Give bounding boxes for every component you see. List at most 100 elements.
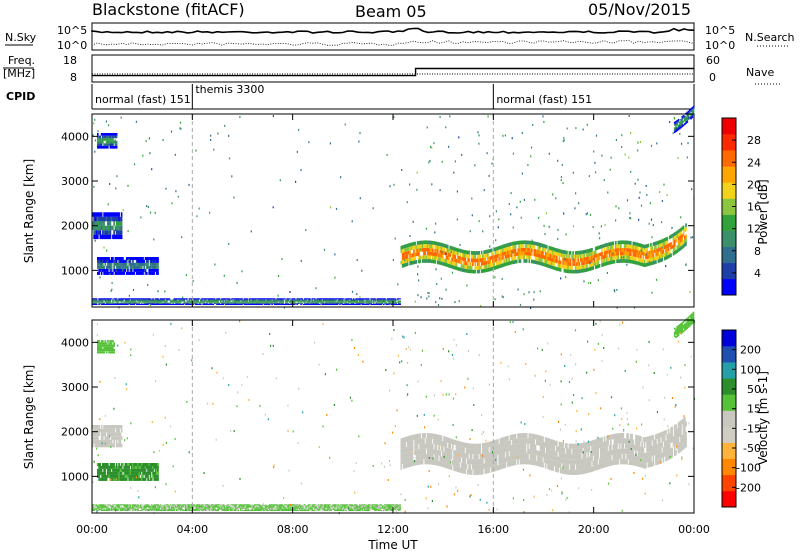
data-cell <box>330 303 332 305</box>
data-cell <box>281 301 284 303</box>
data-cell <box>251 299 253 301</box>
data-cell <box>312 303 315 305</box>
data-cell <box>95 303 98 305</box>
data-cell <box>638 456 641 462</box>
data-cell <box>114 216 117 222</box>
data-cell <box>520 459 523 465</box>
data-cell <box>557 446 559 452</box>
data-cell <box>518 240 521 245</box>
data-cell <box>605 456 607 462</box>
data-cell <box>144 465 147 469</box>
data-cell <box>584 442 587 448</box>
data-cell <box>673 250 676 255</box>
data-cell <box>464 453 467 459</box>
data-cell <box>198 303 201 305</box>
data-cell <box>117 465 119 469</box>
data-cell <box>92 432 94 437</box>
data-cell <box>542 452 544 458</box>
data-cell <box>666 439 669 445</box>
data-cell <box>497 265 499 269</box>
data-cell <box>285 300 287 302</box>
data-cell <box>630 256 632 260</box>
data-cell <box>577 250 580 255</box>
data-cell <box>415 444 418 450</box>
data-cell <box>95 212 98 217</box>
data-point <box>543 120 545 123</box>
data-cell <box>133 471 136 475</box>
data-cell <box>157 265 159 269</box>
data-cell <box>256 298 258 300</box>
data-cell <box>460 264 463 268</box>
data-cell <box>645 244 647 249</box>
data-cell <box>132 299 134 301</box>
data-cell <box>410 445 413 451</box>
data-cell <box>408 258 410 262</box>
data-cell <box>539 243 542 247</box>
data-point <box>566 127 568 130</box>
data-cell <box>490 446 493 452</box>
data-cell <box>557 462 559 468</box>
data-cell <box>529 244 532 249</box>
data-cell <box>522 459 524 465</box>
data-cell <box>362 299 365 301</box>
data-cell <box>112 465 114 469</box>
data-cell <box>670 432 672 438</box>
data-cell <box>435 434 438 440</box>
data-cell <box>92 298 94 300</box>
data-cell <box>150 268 153 272</box>
data-cell <box>115 302 118 304</box>
data-cell <box>118 465 120 469</box>
data-cell <box>507 246 509 251</box>
data-cell <box>512 439 514 445</box>
data-cell <box>482 269 484 273</box>
data-cell <box>331 301 334 303</box>
data-cell <box>401 448 404 454</box>
data-cell <box>569 454 572 460</box>
data-point <box>494 298 496 301</box>
data-cell <box>529 433 532 439</box>
data-point <box>483 189 485 192</box>
data-cell <box>675 238 677 243</box>
data-cell <box>113 465 115 469</box>
data-cell <box>596 449 598 455</box>
data-cell <box>408 441 410 447</box>
data-cell <box>193 298 196 300</box>
data-cell <box>479 464 482 470</box>
data-cell <box>135 463 138 466</box>
data-cell <box>100 146 103 149</box>
data-cell <box>138 262 141 266</box>
data-cell <box>443 436 445 442</box>
data-cell <box>618 454 621 460</box>
data-cell <box>361 302 364 304</box>
data-cell <box>524 251 527 256</box>
data-cell <box>462 447 464 453</box>
data-cell <box>117 225 119 231</box>
data-cell <box>445 248 448 252</box>
data-cell <box>594 465 597 471</box>
data-point <box>624 153 626 156</box>
data-cell <box>524 448 527 454</box>
data-cell <box>566 443 568 449</box>
data-cell <box>322 301 325 303</box>
data-cell <box>147 302 149 304</box>
data-cell <box>112 302 114 304</box>
data-cell <box>594 444 597 450</box>
data-cell <box>655 260 657 264</box>
data-cell <box>620 240 622 245</box>
data-cell <box>137 300 139 302</box>
data-cell <box>118 271 120 275</box>
data-cell <box>495 254 498 258</box>
data-cell <box>690 108 692 111</box>
data-cell <box>140 465 143 469</box>
data-cell <box>188 301 191 303</box>
data-cell <box>523 459 526 465</box>
data-cell <box>637 254 640 258</box>
data-cell <box>389 299 391 301</box>
data-cell <box>489 446 492 452</box>
data-cell <box>98 463 100 466</box>
data-cell <box>439 435 442 441</box>
data-cell <box>475 469 478 475</box>
data-cell <box>262 301 265 303</box>
data-cell <box>281 300 284 302</box>
data-cell <box>102 463 104 466</box>
